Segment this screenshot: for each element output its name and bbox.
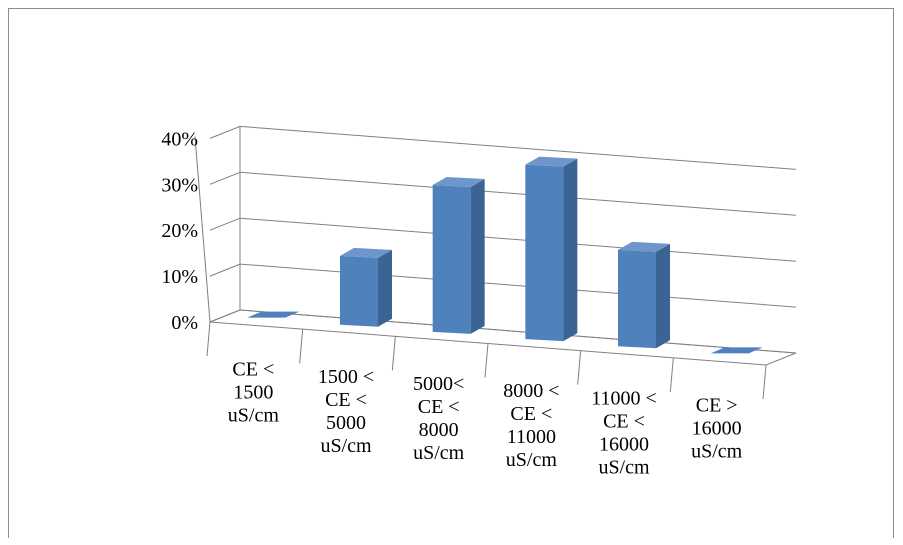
- x-tick-label: 1500 < CE <5000 uS/cm: [318, 366, 374, 457]
- bar: [247, 311, 300, 318]
- gridlines: [194, 125, 797, 400]
- gridline: [239, 171, 797, 216]
- x-tick-label: 8000 < CE <11000 uS/cm: [503, 380, 559, 471]
- y-axis-ticks: 0% 10% 20% 30% 40%: [161, 128, 198, 334]
- x-tick-label: CE <1500 uS/cm: [228, 359, 280, 427]
- x-tick-mark: [669, 357, 674, 392]
- bar: [525, 156, 578, 342]
- side-wall-line: [209, 125, 241, 139]
- x-tick-label: 11000 < CE <16000 uS/cm: [591, 387, 657, 478]
- x-tick-label: 5000< CE <8000 uS/cm: [413, 373, 465, 464]
- x-tick-mark: [762, 364, 767, 400]
- y-tick-label: 10%: [161, 266, 198, 288]
- y-axis-line: [194, 136, 211, 323]
- x-tick-mark: [577, 350, 582, 385]
- side-wall-line: [209, 171, 241, 185]
- x-tick-label: CE >16000 uS/cm: [691, 394, 743, 462]
- x-tick-mark: [299, 329, 304, 364]
- x-axis-ticks: CE <1500 uS/cm 1500 < CE <5000 uS/cm 5000< CE …: [228, 359, 743, 479]
- y-tick-label: 30%: [161, 174, 198, 196]
- side-wall-line: [209, 263, 241, 277]
- gridline: [239, 263, 797, 308]
- bar: [710, 347, 763, 354]
- bar: [618, 241, 670, 349]
- floor: [209, 309, 797, 366]
- gridline: [239, 217, 797, 262]
- y-tick-label: 0%: [171, 312, 198, 334]
- x-tick-mark: [206, 321, 211, 357]
- gridline: [239, 125, 797, 170]
- x-tick-mark: [484, 343, 489, 378]
- y-tick-label: 40%: [161, 128, 198, 150]
- side-wall-line: [209, 217, 241, 231]
- x-tick-mark: [391, 336, 396, 371]
- bars: [247, 156, 763, 354]
- bar: [340, 247, 392, 327]
- bar: [432, 177, 485, 334]
- y-tick-label: 20%: [161, 220, 198, 242]
